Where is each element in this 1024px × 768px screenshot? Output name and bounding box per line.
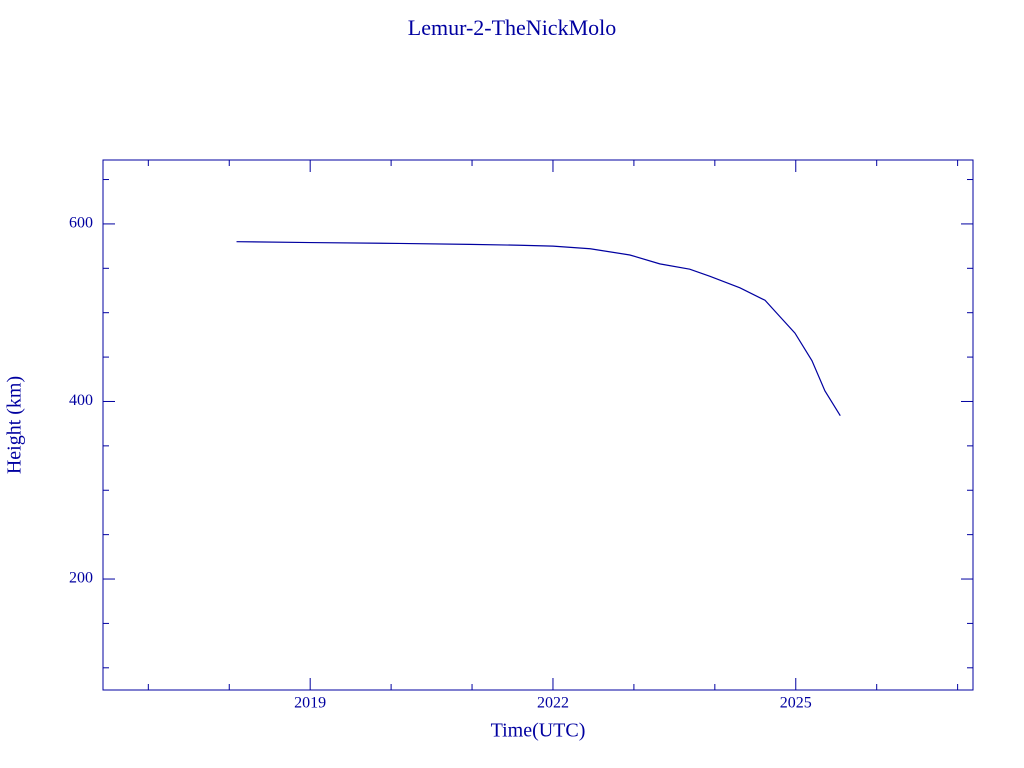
y-tick-label: 600 — [69, 215, 93, 232]
x-axis-label: Time(UTC) — [491, 720, 586, 742]
line-series — [236, 241, 841, 416]
plot-frame — [102, 159, 974, 691]
y-tick-label: 400 — [69, 392, 93, 409]
chart-title: Lemur-2-TheNickMolo — [408, 15, 617, 40]
x-tick-label: 2022 — [537, 695, 569, 712]
x-tick-label: 2019 — [294, 695, 326, 712]
x-tick-label: 2025 — [780, 695, 812, 712]
y-tick-label: 200 — [69, 570, 93, 587]
y-axis-label: Height (km) — [4, 376, 26, 474]
